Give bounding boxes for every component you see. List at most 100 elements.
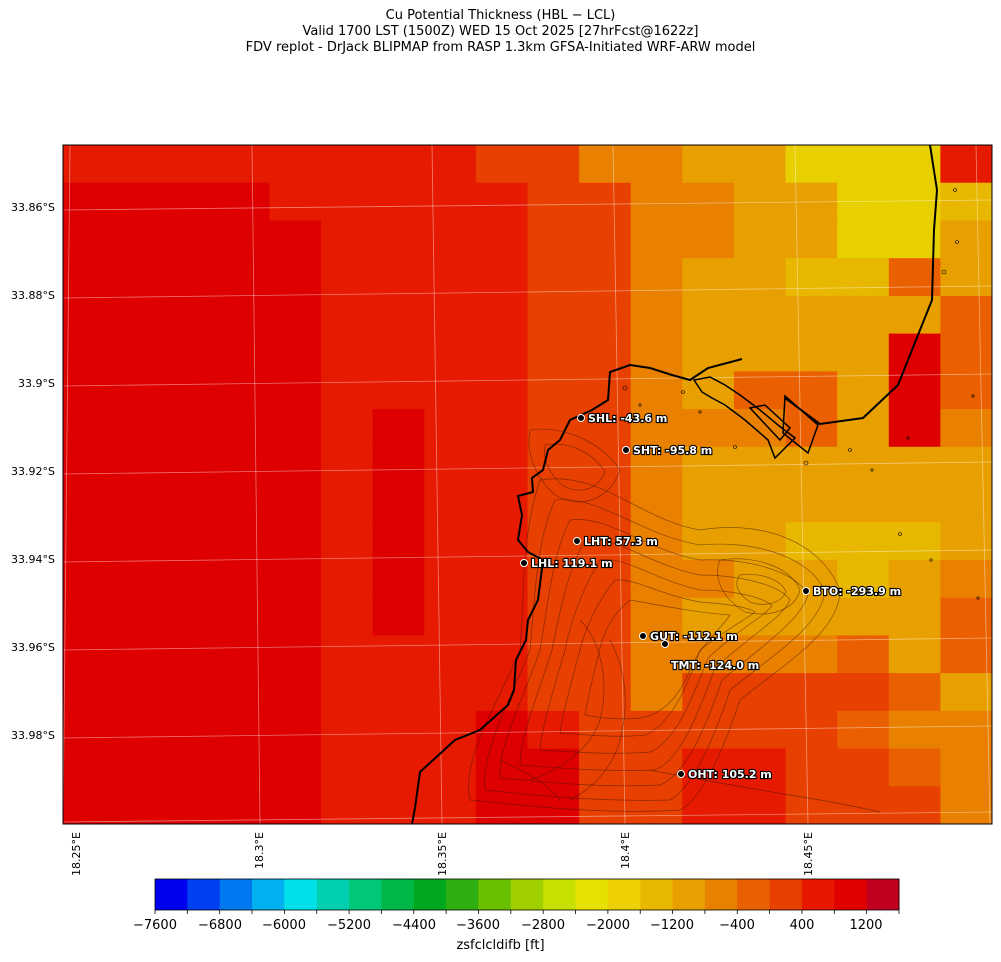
field-cell (579, 673, 632, 712)
field-cell (63, 145, 116, 184)
field-cell (682, 446, 735, 486)
field-cell (888, 333, 941, 372)
field-cell (63, 559, 116, 599)
field-cell (785, 182, 838, 222)
field-cell (114, 635, 167, 674)
field-cell (888, 673, 941, 712)
station-label-bto: BTO: -293.9 m (813, 585, 901, 598)
field-cell (733, 295, 787, 335)
field-cell (475, 446, 529, 486)
field-cell (321, 333, 374, 372)
field-cell (733, 145, 787, 184)
field-cell (940, 333, 992, 372)
field-cell (372, 673, 425, 712)
field-cell (837, 559, 890, 599)
field-cell (888, 295, 941, 335)
field-cell (372, 635, 425, 674)
field-cell (269, 258, 322, 297)
field-cell (114, 748, 167, 787)
field-cell (217, 182, 271, 222)
field-cell (269, 220, 322, 259)
field-cell (321, 258, 374, 297)
colorbar-tick-label: −1200 (650, 918, 694, 933)
colorbar-tick-label: −2000 (586, 918, 630, 933)
colorbar-tick-label: −5200 (327, 918, 371, 933)
field-cell (733, 220, 787, 259)
field-cell (785, 559, 838, 599)
field-cell (424, 597, 477, 636)
colorbar-cell (155, 879, 188, 910)
y-tick-label: 33.88°S (11, 289, 55, 302)
field-cell (372, 258, 425, 297)
field-cell (940, 409, 992, 448)
field-cell (940, 220, 992, 259)
field-cell (217, 786, 271, 824)
field-cell (888, 597, 941, 636)
field-cell (888, 182, 941, 222)
field-cell (166, 371, 219, 410)
y-tick-label: 33.96°S (11, 641, 55, 654)
field-cell (888, 635, 941, 674)
colorbar-cell (704, 879, 738, 910)
field-cell (785, 673, 838, 712)
station-marker-gut (639, 632, 647, 640)
field-cell (785, 145, 838, 184)
colorbar-tick-label: −6000 (262, 918, 306, 933)
field-cell (837, 673, 890, 712)
field-cell (888, 559, 941, 599)
field-cell (940, 673, 992, 712)
field-cell (837, 258, 890, 297)
field-cell (217, 484, 271, 523)
field-cell (321, 295, 374, 335)
field-cell (940, 597, 992, 636)
station-label-lhl: LHL: 119.1 m (531, 557, 613, 570)
field-cell (217, 635, 271, 674)
field-cell (424, 710, 477, 750)
field-cell (372, 295, 425, 335)
field-cell (217, 145, 271, 184)
colorbar-cell (834, 879, 868, 910)
field-cell (166, 597, 219, 636)
field-cell (837, 409, 890, 448)
colorbar-cell (607, 879, 641, 910)
y-tick-label: 33.9°S (18, 377, 55, 390)
field-cell (785, 446, 838, 486)
y-tick-label: 33.92°S (11, 465, 55, 478)
field-cell (682, 295, 735, 335)
field-cell (424, 635, 477, 674)
field-cell (63, 295, 116, 335)
field-cell (837, 710, 890, 750)
field-cell (940, 145, 992, 184)
field-cell (114, 446, 167, 486)
field-cell (733, 258, 787, 297)
field-cell (269, 333, 322, 372)
field-cell (63, 258, 116, 297)
station-marker-lht (573, 537, 581, 545)
field-cell (475, 145, 529, 184)
field-cell (166, 559, 219, 599)
title-line-2: Valid 1700 LST (1500Z) WED 15 Oct 2025 [… (302, 24, 699, 39)
field-cell (837, 635, 890, 674)
field-cell (114, 371, 167, 410)
colorbar-cell (478, 879, 512, 910)
field-cell (166, 145, 219, 184)
field-cell (733, 635, 787, 674)
field-cell (940, 446, 992, 486)
field-cell (372, 484, 425, 523)
field-cell (217, 673, 271, 712)
field-cell (424, 559, 477, 599)
field-cell (63, 446, 116, 486)
station-label-sht: SHT: -95.8 m (633, 444, 712, 457)
field-cell (682, 559, 735, 599)
colorbar-tick-label: −4400 (392, 918, 436, 933)
field-cell (166, 182, 219, 222)
colorbar-tick-label: −6800 (198, 918, 242, 933)
field-cell (475, 597, 529, 636)
field-cell (630, 220, 683, 259)
colorbar-cell (672, 879, 706, 910)
colorbar-label: zsfclcldifb [ft] (456, 938, 545, 953)
field-cell (372, 220, 425, 259)
field-cell (837, 220, 890, 259)
field-cell (579, 145, 632, 184)
